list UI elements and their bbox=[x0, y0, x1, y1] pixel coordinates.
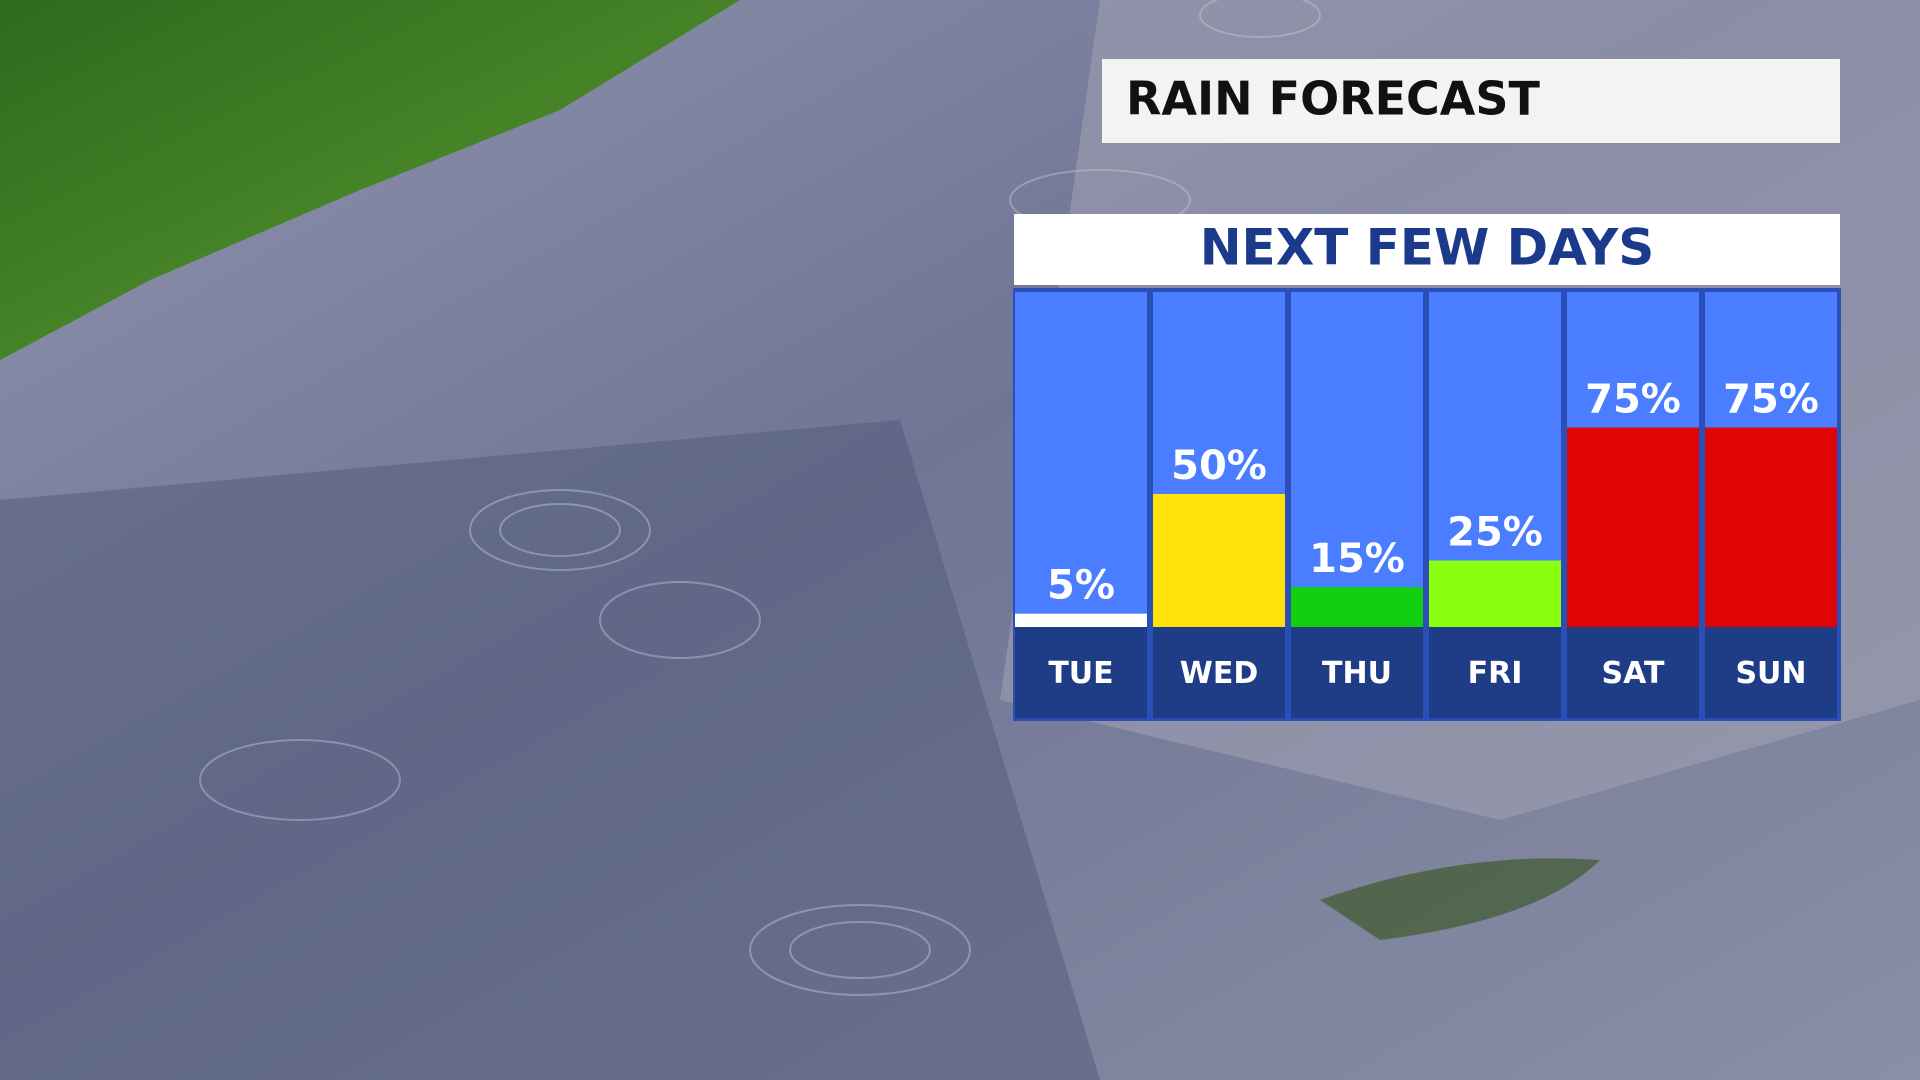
column bbox=[1015, 292, 1147, 627]
bar bbox=[1567, 427, 1699, 627]
value-label: 25% bbox=[1447, 510, 1543, 556]
subtitle-box bbox=[1014, 214, 1840, 285]
panel bbox=[1013, 288, 1841, 721]
x-tick-label: FRI bbox=[1468, 656, 1523, 691]
value-label: 75% bbox=[1723, 377, 1819, 423]
value-label: 50% bbox=[1171, 443, 1267, 489]
x-tick-label: SUN bbox=[1735, 656, 1806, 691]
bar bbox=[1705, 427, 1837, 627]
bar bbox=[1291, 587, 1423, 627]
day-cell bbox=[1429, 627, 1561, 718]
day-cell bbox=[1705, 627, 1837, 718]
day-cell bbox=[1567, 627, 1699, 718]
x-tick-label: THU bbox=[1322, 656, 1392, 691]
column bbox=[1291, 292, 1423, 627]
value-label: 75% bbox=[1585, 377, 1681, 423]
x-tick-label: WED bbox=[1180, 656, 1259, 691]
value-label: 5% bbox=[1047, 563, 1115, 609]
bar bbox=[1153, 494, 1285, 627]
day-cell bbox=[1015, 627, 1147, 718]
value-label: 15% bbox=[1309, 536, 1405, 582]
x-tick-label: TUE bbox=[1048, 656, 1113, 691]
chart-title: RAIN FORECAST bbox=[1126, 72, 1541, 126]
chart-subtitle: NEXT FEW DAYS bbox=[1200, 219, 1655, 277]
title-box bbox=[1102, 59, 1840, 143]
x-tick-label: SAT bbox=[1602, 656, 1665, 691]
day-cell bbox=[1153, 627, 1285, 718]
bar bbox=[1429, 560, 1561, 627]
day-cell bbox=[1291, 627, 1423, 718]
bar bbox=[1015, 613, 1147, 627]
